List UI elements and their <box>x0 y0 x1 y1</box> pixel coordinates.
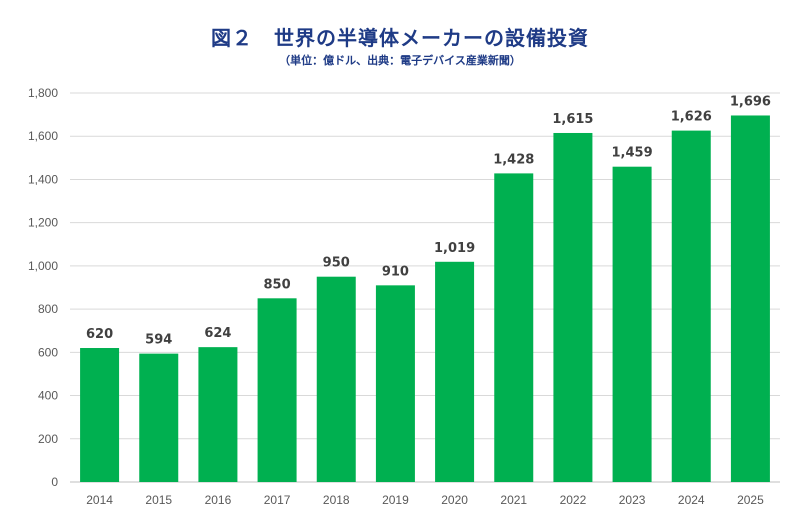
bar <box>494 173 534 483</box>
bar <box>553 132 593 482</box>
data-label: 1,696 <box>730 94 771 109</box>
bar <box>612 166 652 482</box>
y-tick-label: 200 <box>38 432 58 446</box>
chart-title: 図２ 世界の半導体メーカーの設備投資 <box>211 26 589 50</box>
bar <box>671 130 711 482</box>
x-tick-label: 2018 <box>323 493 350 507</box>
bar <box>80 348 120 482</box>
bar <box>435 261 475 482</box>
x-tick-label: 2014 <box>86 493 113 507</box>
data-label: 1,019 <box>434 241 475 256</box>
y-tick-label: 1,800 <box>28 86 58 100</box>
y-tick-label: 1,600 <box>28 129 58 143</box>
data-label: 950 <box>323 256 350 271</box>
data-label: 850 <box>264 277 291 292</box>
bar <box>139 353 179 482</box>
y-tick-label: 800 <box>38 302 58 316</box>
bar <box>375 285 415 482</box>
data-label: 1,428 <box>493 152 534 167</box>
data-label: 1,626 <box>671 110 712 125</box>
data-label: 1,615 <box>552 112 593 127</box>
bar <box>316 276 356 482</box>
x-tick-label: 2017 <box>264 493 291 507</box>
y-tick-label: 1,200 <box>28 216 58 230</box>
x-tick-label: 2019 <box>382 493 409 507</box>
x-tick-label: 2022 <box>560 493 587 507</box>
y-tick-label: 400 <box>38 389 58 403</box>
x-tick-label: 2025 <box>737 493 764 507</box>
y-tick-label: 0 <box>51 475 58 489</box>
data-label: 1,459 <box>612 146 653 161</box>
data-label: 620 <box>86 327 113 342</box>
data-label: 624 <box>204 326 231 341</box>
bar <box>198 347 238 482</box>
data-label: 910 <box>382 264 409 279</box>
y-tick-label: 1,000 <box>28 259 58 273</box>
chart-subtitle: （単位：億ドル、出典：電子デバイス産業新聞） <box>279 54 521 67</box>
x-tick-label: 2016 <box>205 493 232 507</box>
x-tick-label: 2024 <box>678 493 705 507</box>
data-label: 594 <box>145 333 172 348</box>
x-tick-label: 2015 <box>145 493 172 507</box>
x-tick-label: 2023 <box>619 493 646 507</box>
y-tick-label: 1,400 <box>28 172 58 186</box>
y-tick-label: 600 <box>38 345 58 359</box>
bar <box>730 115 770 482</box>
x-tick-label: 2021 <box>500 493 527 507</box>
x-tick-label: 2020 <box>441 493 468 507</box>
bar <box>257 298 297 482</box>
